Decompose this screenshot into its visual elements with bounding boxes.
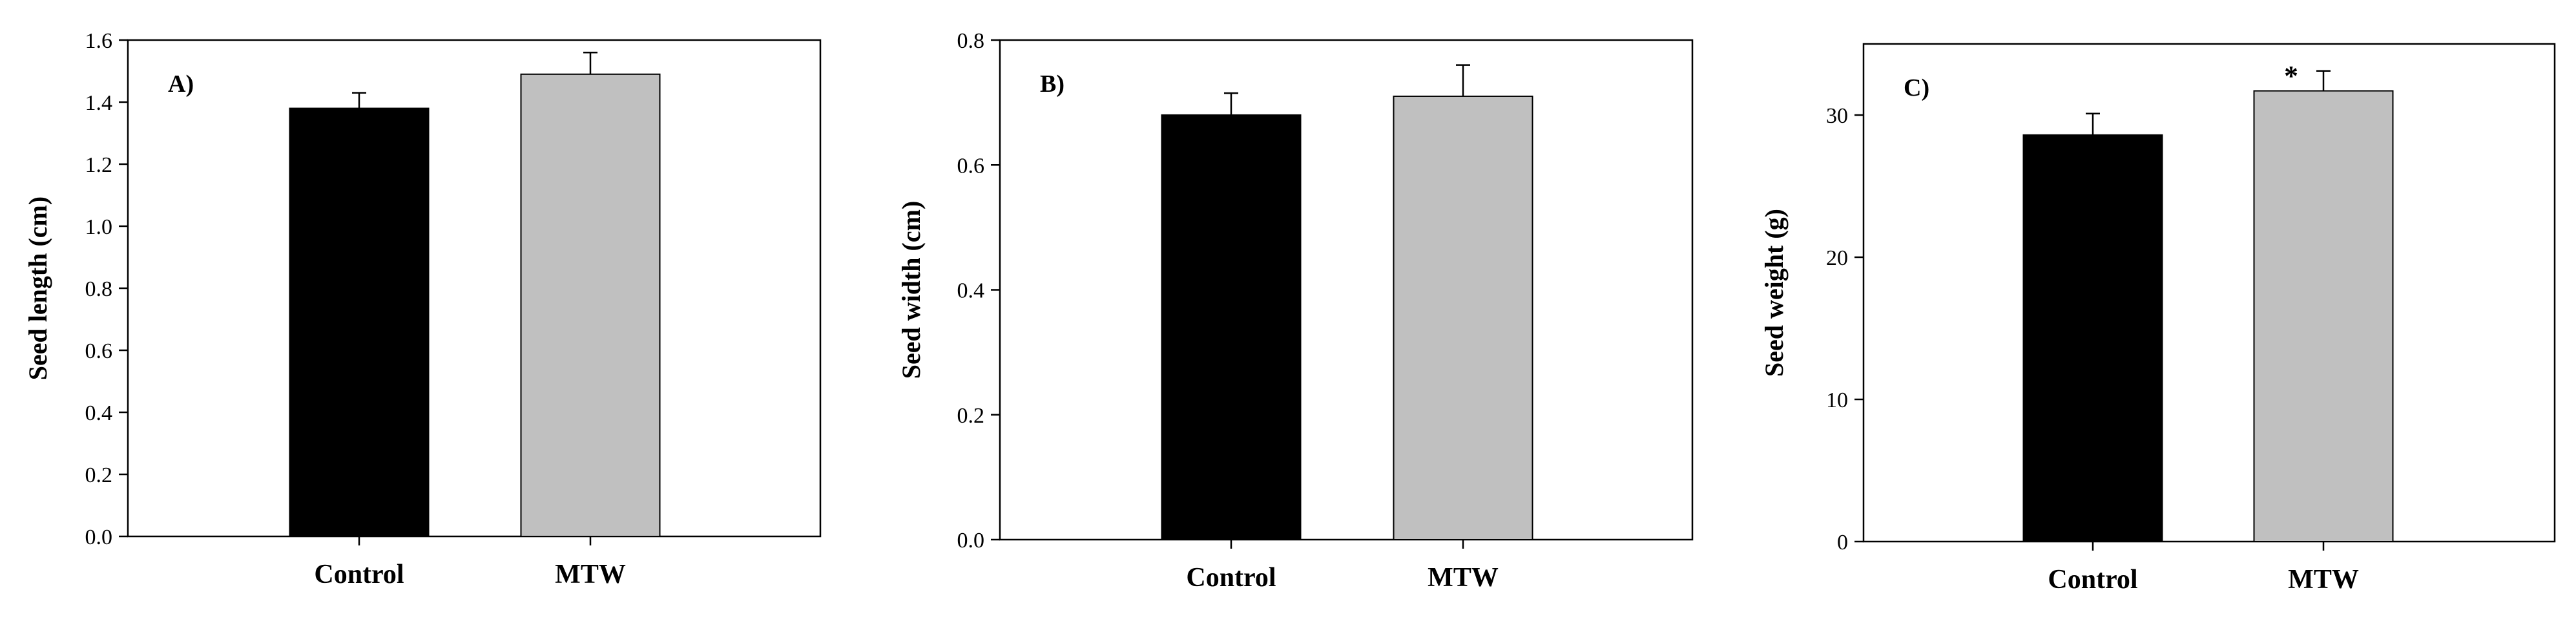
y-tick-label: 30 [1826,104,1848,128]
y-tick-label: 0.8 [957,29,985,53]
y-tick-label: 1.0 [85,215,113,239]
bar [2022,134,2163,543]
y-tick-label: 1.6 [85,29,113,53]
chart-panel: 0.0 0.2 0.4 0.6 0.8 1.0 1.2 1.4 1.6 Control MTW A) S… [23,29,822,589]
panel-label: B) [1040,70,1065,98]
y-tick-label: 10 [1826,388,1848,412]
y-tick-label: 0.2 [957,404,985,428]
y-tick-label: 0 [1837,531,1848,554]
y-axis-title: Seed width (cm) [897,201,926,379]
y-tick-label: 0.2 [85,463,113,487]
y-tick-label: 0.4 [85,401,113,425]
plot-frame [999,39,1694,541]
y-tick-label: 1.4 [85,91,113,115]
plot-frame [1862,43,2556,543]
chart-panel: 0.0 0.2 0.4 0.6 0.8 Control MTW B) Seed width (c… [897,29,1694,593]
bar [520,73,661,538]
bar [289,107,430,538]
category-label: MTW [555,560,626,589]
category-label: Control [2048,565,2137,595]
bar [1393,95,1533,540]
y-tick-label: 0.8 [85,277,113,301]
y-axis-title: Seed weight (g) [1760,209,1789,377]
significance-marker: * [2284,60,2298,92]
category-label: Control [314,560,404,589]
y-tick-label: 0.4 [957,279,985,303]
y-axis-title: Seed length (cm) [23,196,52,380]
bar [2253,90,2394,543]
y-tick-label: 0.0 [85,525,113,549]
panel-label: C) [1904,74,1929,101]
y-tick-label: 20 [1826,246,1848,270]
chart-panel: 0 10 20 30 Control MTW * C) Seed weight (g) [1760,43,2556,595]
plot-frame [127,39,822,538]
category-label: Control [1186,563,1276,593]
y-tick-label: 0.6 [957,154,985,178]
category-label: MTW [2288,565,2359,595]
y-tick-label: 1.2 [85,153,113,177]
y-tick-label: 0.6 [85,339,113,363]
category-label: MTW [1428,563,1499,593]
bar [1161,114,1302,540]
panel-label: A) [168,70,194,98]
y-tick-label: 0.0 [957,529,985,553]
